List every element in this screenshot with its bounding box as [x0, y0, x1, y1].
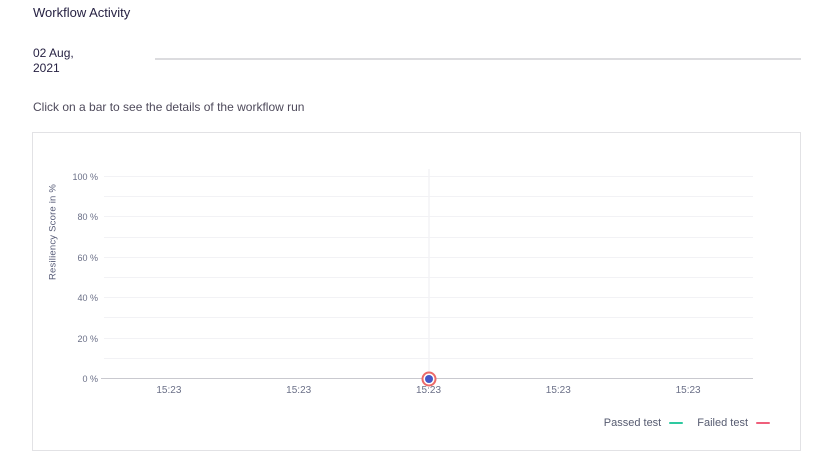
data-point[interactable] — [424, 375, 433, 383]
h-gridline — [104, 317, 753, 319]
x-tick-label: 15:23 — [545, 385, 571, 396]
y-axis-ticks: 100 % 80 % 60 % 40 % 20 % 0 % — [33, 172, 98, 384]
x-tick-label: 15:23 — [156, 385, 182, 396]
plot-area — [101, 169, 753, 383]
h-gridline — [104, 196, 753, 198]
y-tick-label: 100 % — [72, 172, 98, 182]
y-tick-label: 20 % — [77, 333, 98, 344]
x-tick-label: 15:23 — [675, 385, 701, 396]
h-gridline — [104, 337, 753, 339]
legend-label-passed: Passed test — [603, 417, 662, 429]
x-tick-label: 15:23 — [286, 385, 312, 396]
legend-entry-failed: Failed test — [697, 417, 770, 429]
date-label: 02 Aug, 2021 — [33, 46, 74, 75]
x-tick-label: 15:23 — [415, 385, 442, 396]
h-gridline — [104, 216, 753, 218]
page-title: Workflow Activity — [33, 5, 131, 20]
y-tick-label: 0 % — [82, 374, 98, 384]
y-tick-label: 40 % — [77, 293, 98, 304]
h-gridline — [104, 277, 753, 278]
h-gridline — [104, 357, 753, 359]
chart-legend: Passed test Failed test — [604, 417, 770, 429]
h-gridline — [104, 256, 753, 258]
h-gridline — [104, 297, 753, 299]
y-tick-label: 60 % — [77, 252, 98, 263]
y-tick-label: 80 % — [77, 212, 98, 223]
legend-label-failed: Failed test — [697, 417, 748, 429]
legend-entry-passed: Passed test — [603, 417, 684, 429]
h-gridline — [104, 176, 753, 177]
failed-test-line-swatch — [756, 422, 770, 424]
x-axis-ticks: 15:23 15:23 15:23 15:23 15:23 — [104, 385, 753, 399]
workflow-activity-chart-card: Resiliency Score in % 100 % 80 % 60 % 40 % 2… — [32, 132, 801, 451]
selected-vertical-gridline — [428, 169, 429, 379]
h-gridline — [104, 236, 753, 238]
chart-instruction-text: Click on a bar to see the details of the… — [33, 100, 305, 114]
passed-test-line-swatch — [669, 422, 684, 424]
divider-line — [155, 58, 801, 60]
